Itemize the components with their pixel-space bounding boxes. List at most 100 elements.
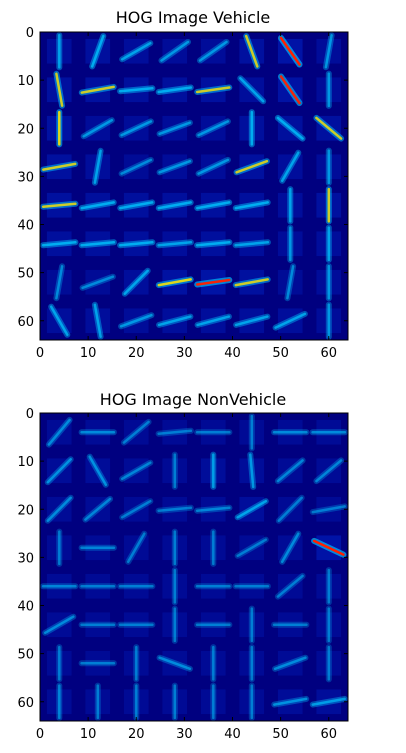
hog-cell-stroke: [43, 615, 75, 635]
hog-cell-glow: [239, 612, 265, 638]
hog-cell-stroke: [157, 241, 193, 247]
plot-frame: [39, 412, 349, 722]
hog-cell-glow: [162, 612, 188, 638]
hog-cell-halo: [125, 530, 148, 565]
hog-cell-stroke: [46, 496, 72, 522]
hog-cell-halo: [119, 498, 154, 521]
y-tick-label: 30: [17, 551, 34, 566]
x-tick-label: 10: [80, 727, 97, 742]
hog-cell-stroke: [197, 158, 230, 175]
hog-cell-stroke: [195, 506, 231, 512]
hog-cell-glow: [46, 535, 72, 561]
x-tick-label: 20: [128, 346, 145, 361]
hog-cell-glow: [85, 612, 111, 638]
hog-cell-glow: [123, 650, 149, 676]
hog-cell-glow: [239, 573, 265, 599]
hog-cell-glow: [200, 573, 226, 599]
hog-cell-glow: [123, 573, 149, 599]
hog-cell-halo: [275, 494, 305, 524]
hog-cell-glow: [316, 496, 342, 522]
hog-cell-stroke: [119, 201, 154, 210]
hog-cell-stroke: [273, 656, 307, 671]
hog-cell-glow: [85, 573, 111, 599]
x-tick-label: 0: [36, 727, 44, 742]
y-tick-label: 10: [17, 455, 34, 470]
hog-cell-stroke: [195, 241, 231, 247]
hog-cell-halo: [120, 418, 152, 446]
hog-cell-stroke: [196, 201, 231, 210]
hog-cell-glow: [162, 573, 188, 599]
x-tick-label: 20: [128, 727, 145, 742]
hog-cell-stroke: [42, 162, 77, 171]
hog-cell-glow: [316, 612, 342, 638]
hog-cell-stroke: [195, 278, 231, 286]
hog-cell-stroke: [311, 505, 346, 514]
hog-cell-stroke: [157, 315, 192, 327]
hog-cell-stroke: [315, 116, 343, 140]
hog-cell-stroke: [84, 497, 112, 521]
hog-cell-glow: [46, 650, 72, 676]
x-tick-label: 60: [320, 727, 337, 742]
hog-cell-stroke: [41, 241, 77, 247]
hog-cell-glow: [277, 573, 303, 599]
hog-cell-glow: [162, 535, 188, 561]
hog-cell-stroke: [195, 86, 231, 94]
hog-cell-glow: [239, 419, 265, 445]
y-tick-label: 40: [17, 600, 34, 615]
hog-cell-stroke: [120, 499, 152, 519]
x-tick-label: 40: [224, 727, 241, 742]
x-tick-label: 50: [272, 346, 289, 361]
y-tick-label: 50: [17, 648, 34, 663]
hog-cell-glow: [123, 689, 149, 715]
hog-cell-glow: [123, 612, 149, 638]
chart-hog-nonvehicle: HOG Image NonVehicle 0 10 20 30 40 50 60 0 10 20 3…: [17, 390, 349, 742]
hog-cell-stroke: [157, 278, 192, 287]
hog-cell-glow: [123, 419, 149, 445]
hog-cell-glow: [239, 689, 265, 715]
hog-cell-stroke: [312, 539, 345, 556]
hog-cell-stroke: [90, 34, 105, 68]
hog-cell-glow: [162, 419, 188, 445]
hog-cell-glow: [162, 689, 188, 715]
hog-cell-stroke: [274, 312, 307, 329]
hog-cell-stroke: [118, 241, 154, 247]
hog-cell-stroke: [41, 202, 77, 208]
y-tick-label: 40: [17, 219, 34, 234]
x-tick-label: 30: [176, 346, 193, 361]
y-tick-label: 60: [17, 315, 34, 330]
chart-title: HOG Image Vehicle: [116, 8, 271, 27]
hog-cell-stroke: [88, 455, 108, 487]
hog-cell-stroke: [279, 75, 301, 105]
chart-hog-vehicle: HOG Image Vehicle 0 10 20 30 40 50 60 0 10 20 30 40…: [17, 8, 349, 361]
hog-cell-stroke: [120, 120, 153, 137]
hog-cell-stroke: [324, 34, 333, 69]
hog-cell-stroke: [244, 34, 259, 68]
hog-cell-halo: [155, 427, 194, 437]
hog-cell-stroke: [234, 278, 269, 287]
hog-cell-stroke: [157, 201, 192, 210]
hog-cell-glow: [277, 612, 303, 638]
hog-cell-stroke: [46, 458, 72, 484]
hog-cell-stroke: [120, 158, 153, 175]
x-tick-label: 40: [224, 346, 241, 361]
hog-cell-stroke: [276, 116, 304, 140]
x-tick-label: 0: [36, 346, 44, 361]
hog-cell-stroke: [80, 241, 116, 247]
hog-cell-stroke: [120, 461, 152, 481]
hog-cell-stroke: [236, 538, 268, 558]
y-tick-label: 20: [17, 122, 34, 137]
hog-cell-stroke: [93, 149, 102, 184]
hog-cell-glow: [200, 419, 226, 445]
hog-cell-halo: [274, 572, 306, 600]
hog-cell-stroke: [55, 265, 64, 300]
y-tick-label: 10: [17, 74, 34, 89]
hog-cell-halo: [234, 536, 269, 559]
hog-cell-glow: [200, 612, 226, 638]
hog-cell-glow: [316, 573, 342, 599]
plot-frame: [39, 31, 349, 341]
hog-cell-stroke: [276, 574, 304, 598]
y-tick-label: 30: [17, 170, 34, 185]
hog-cell-stroke: [273, 697, 308, 706]
hog-cell-glow: [239, 650, 265, 676]
hog-cell-stroke: [235, 159, 269, 174]
